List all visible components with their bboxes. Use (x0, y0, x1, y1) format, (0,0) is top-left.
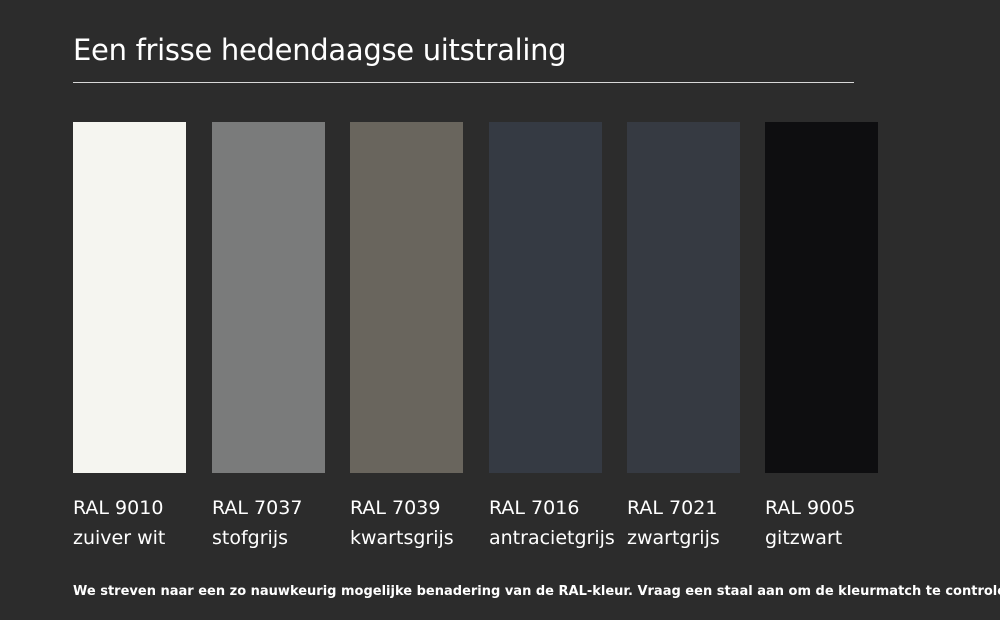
color-swatch[interactable] (489, 122, 602, 473)
color-option-ral-7039[interactable]: RAL 7039 kwartsgrijs (350, 122, 463, 551)
color-option-ral-9010[interactable]: RAL 9010 zuiver wit (73, 122, 186, 551)
color-option-ral-7021[interactable]: RAL 7021 zwartgrijs (627, 122, 740, 551)
color-name: zwartgrijs (627, 527, 720, 549)
disclaimer-note: We streven naar een zo nauwkeurig mogeli… (73, 584, 1000, 599)
title-divider (73, 82, 854, 83)
color-swatch[interactable] (73, 122, 186, 473)
color-code: RAL 7016 (489, 497, 580, 519)
color-code: RAL 7039 (350, 497, 441, 519)
color-option-ral-9005[interactable]: RAL 9005 gitzwart (765, 122, 878, 551)
color-name: antracietgrijs (489, 527, 615, 549)
color-code: RAL 7037 (212, 497, 303, 519)
page-title: Een frisse hedendaagse uitstraling (73, 33, 567, 67)
color-name: kwartsgrijs (350, 527, 454, 549)
color-code: RAL 9010 (73, 497, 164, 519)
color-name: stofgrijs (212, 527, 288, 549)
color-code: RAL 7021 (627, 497, 718, 519)
color-swatch-list: RAL 9010 zuiver wit RAL 7037 stofgrijs R… (73, 122, 878, 552)
color-name: zuiver wit (73, 527, 166, 549)
color-code: RAL 9005 (765, 497, 856, 519)
color-option-ral-7016[interactable]: RAL 7016 antracietgrijs (489, 122, 615, 551)
color-swatch[interactable] (765, 122, 878, 473)
color-name: gitzwart (765, 527, 843, 549)
color-swatch[interactable] (212, 122, 325, 473)
color-option-ral-7037[interactable]: RAL 7037 stofgrijs (212, 122, 325, 551)
color-swatch[interactable] (627, 122, 740, 473)
color-swatch[interactable] (350, 122, 463, 473)
